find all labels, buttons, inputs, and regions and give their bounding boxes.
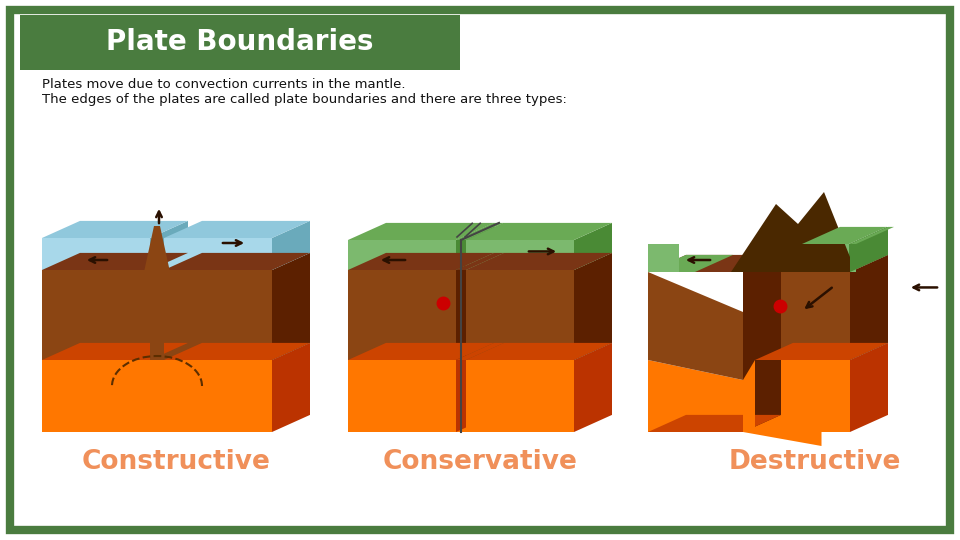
Polygon shape bbox=[755, 255, 888, 272]
Polygon shape bbox=[456, 343, 504, 360]
Polygon shape bbox=[466, 253, 612, 270]
Polygon shape bbox=[466, 223, 504, 270]
Polygon shape bbox=[456, 240, 466, 270]
Polygon shape bbox=[348, 270, 456, 360]
Polygon shape bbox=[150, 221, 188, 270]
Polygon shape bbox=[272, 253, 310, 360]
Polygon shape bbox=[42, 270, 150, 360]
Polygon shape bbox=[850, 343, 888, 432]
Polygon shape bbox=[42, 360, 150, 432]
Polygon shape bbox=[755, 343, 888, 360]
Polygon shape bbox=[850, 255, 888, 360]
Polygon shape bbox=[164, 270, 272, 360]
Polygon shape bbox=[648, 415, 781, 432]
Polygon shape bbox=[150, 253, 188, 360]
Text: The edges of the plates are called plate boundaries and there are three types:: The edges of the plates are called plate… bbox=[42, 93, 566, 106]
Polygon shape bbox=[849, 227, 887, 272]
Polygon shape bbox=[648, 255, 733, 272]
Polygon shape bbox=[348, 343, 494, 360]
Polygon shape bbox=[466, 343, 504, 432]
Polygon shape bbox=[648, 255, 781, 272]
Polygon shape bbox=[150, 270, 164, 360]
Text: Conservative: Conservative bbox=[383, 449, 577, 475]
Polygon shape bbox=[348, 223, 494, 240]
Polygon shape bbox=[466, 240, 574, 270]
Polygon shape bbox=[150, 360, 164, 432]
Polygon shape bbox=[348, 240, 456, 270]
Polygon shape bbox=[164, 360, 272, 432]
Text: Constructive: Constructive bbox=[82, 449, 271, 475]
Polygon shape bbox=[802, 227, 887, 244]
Polygon shape bbox=[648, 272, 743, 380]
Polygon shape bbox=[743, 374, 822, 446]
Polygon shape bbox=[144, 226, 170, 272]
Polygon shape bbox=[850, 227, 888, 272]
Bar bbox=[20, 15, 460, 70]
Polygon shape bbox=[743, 255, 781, 432]
Polygon shape bbox=[466, 343, 612, 360]
Polygon shape bbox=[456, 360, 466, 432]
Polygon shape bbox=[164, 221, 310, 238]
Polygon shape bbox=[456, 223, 494, 270]
Polygon shape bbox=[42, 343, 188, 360]
Polygon shape bbox=[164, 238, 272, 270]
Text: Destructive: Destructive bbox=[729, 449, 901, 475]
Polygon shape bbox=[456, 253, 504, 270]
Polygon shape bbox=[42, 221, 188, 238]
Polygon shape bbox=[42, 253, 188, 270]
Polygon shape bbox=[456, 270, 466, 360]
Polygon shape bbox=[648, 360, 743, 432]
Polygon shape bbox=[648, 244, 679, 272]
Polygon shape bbox=[802, 244, 849, 272]
Polygon shape bbox=[150, 343, 188, 432]
Polygon shape bbox=[164, 253, 310, 270]
Polygon shape bbox=[850, 227, 894, 244]
Polygon shape bbox=[348, 253, 494, 270]
Polygon shape bbox=[466, 360, 574, 432]
Text: Plate Boundaries: Plate Boundaries bbox=[107, 28, 373, 56]
Polygon shape bbox=[466, 253, 504, 360]
Polygon shape bbox=[272, 343, 310, 432]
Polygon shape bbox=[466, 223, 612, 240]
Polygon shape bbox=[164, 343, 310, 360]
Polygon shape bbox=[743, 297, 850, 405]
Polygon shape bbox=[348, 360, 456, 432]
Polygon shape bbox=[850, 244, 856, 272]
Polygon shape bbox=[574, 223, 612, 270]
Polygon shape bbox=[42, 238, 150, 270]
Text: Plates move due to convection currents in the mantle.: Plates move due to convection currents i… bbox=[42, 78, 405, 91]
Polygon shape bbox=[456, 223, 504, 240]
Polygon shape bbox=[731, 192, 856, 272]
Polygon shape bbox=[456, 343, 494, 432]
Polygon shape bbox=[574, 343, 612, 432]
Polygon shape bbox=[755, 272, 850, 360]
Polygon shape bbox=[456, 253, 494, 360]
Polygon shape bbox=[466, 270, 574, 360]
Polygon shape bbox=[743, 415, 781, 432]
Polygon shape bbox=[574, 253, 612, 360]
Polygon shape bbox=[755, 360, 850, 432]
Polygon shape bbox=[272, 221, 310, 270]
Polygon shape bbox=[743, 360, 755, 432]
